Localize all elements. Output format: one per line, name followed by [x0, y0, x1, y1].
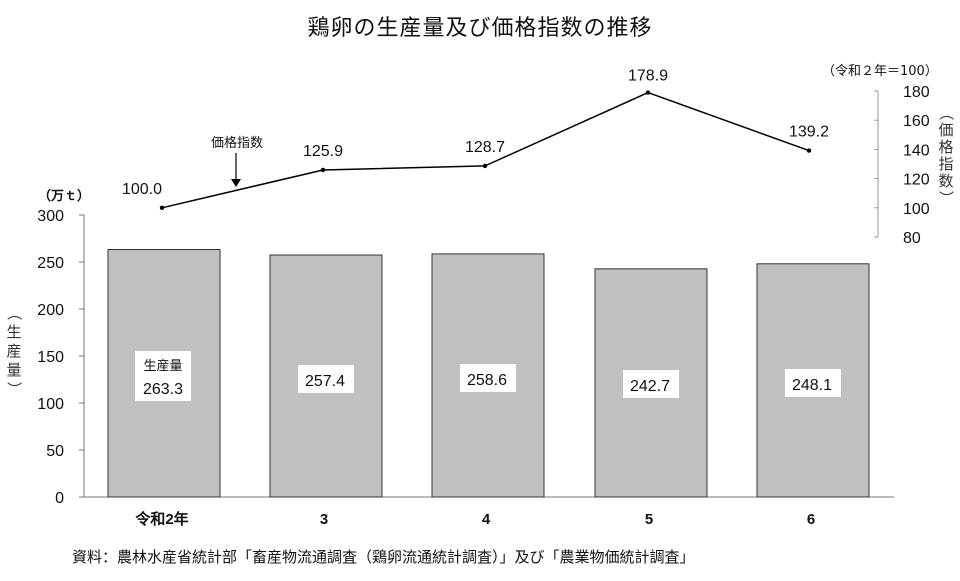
left-axis-title-char: 生 [6, 323, 21, 341]
left-axis-tick-label: 300 [37, 208, 64, 225]
right-axis-title-char: （ [937, 105, 955, 120]
right-axis-tick-label: 120 [903, 172, 930, 189]
right-axis-unit: （令和２年＝100） [822, 64, 938, 79]
right-axis-tick-label: 140 [903, 142, 930, 159]
right-axis-title-char: 価 [938, 121, 953, 139]
price-index-point [320, 167, 326, 173]
left-axis-tick-label: 200 [37, 302, 64, 319]
arrow-down-icon [231, 179, 241, 187]
right-axis-title-char: 指 [938, 155, 953, 173]
right-axis-title-char: 数 [938, 172, 953, 190]
left-axis-tick-label: 100 [37, 396, 64, 413]
price-index-value-label: 139.2 [789, 124, 829, 141]
line-series-annotation: 価格指数 [211, 135, 263, 151]
bar-value-label: 242.7 [630, 378, 670, 395]
bar-value-label: 257.4 [305, 373, 345, 390]
right-axis-tick-label: 80 [903, 230, 921, 247]
price-index-value-label: 100.0 [122, 181, 162, 198]
bar-value-label-box [460, 364, 516, 392]
left-axis-title-char: ） [5, 381, 23, 396]
left-axis-tick-label: 0 [55, 490, 64, 507]
price-index-point [645, 90, 651, 95]
bar-value-label-box [135, 351, 191, 401]
x-axis-category-label: 5 [645, 511, 653, 528]
x-axis-category-label: 6 [807, 511, 815, 528]
price-index-value-label: 125.9 [303, 143, 343, 160]
right-axis-tick-label: 160 [903, 113, 930, 130]
bar-series-label: 生産量 [143, 358, 182, 374]
source-note: 資料：農林水産省統計部「畜産物流通調査（鶏卵流通統計調査）」及び「農業物価統計調… [72, 548, 695, 566]
left-axis-tick-label: 250 [37, 255, 64, 272]
price-index-value-label: 128.7 [465, 139, 505, 156]
price-index-point [159, 205, 165, 210]
price-index-point [482, 163, 488, 169]
left-axis-title-char: 量 [6, 361, 21, 379]
bar-value-label-box [785, 369, 841, 397]
right-axis-tick-label: 100 [903, 201, 930, 218]
left-axis-title-char: 産 [6, 342, 21, 360]
left-axis-tick-label: 150 [37, 349, 64, 366]
chart-title: 鶏卵の生産量及び価格指数の推移 [307, 16, 653, 41]
bar-value-label-box [623, 370, 679, 398]
price-index-point [806, 148, 812, 153]
right-axis-tick-label: 180 [903, 84, 930, 101]
x-axis-category-label: 令和2年 [135, 510, 188, 528]
right-axis-title-char: ） [937, 190, 955, 205]
right-axis-title-char: 格 [938, 138, 953, 156]
bar-value-label: 248.1 [792, 377, 832, 394]
x-axis-category-label: 4 [482, 511, 491, 528]
left-axis-unit: （万ｔ） [38, 188, 90, 204]
bar-value-label: 263.3 [143, 381, 183, 398]
x-axis-category-label: 3 [320, 511, 328, 528]
bar-value-label: 258.6 [467, 372, 507, 389]
left-axis-title-char: （ [5, 305, 23, 320]
bar-value-label-box [298, 365, 354, 393]
price-index-value-label: 178.9 [628, 68, 668, 85]
left-axis-tick-label: 50 [46, 443, 64, 460]
